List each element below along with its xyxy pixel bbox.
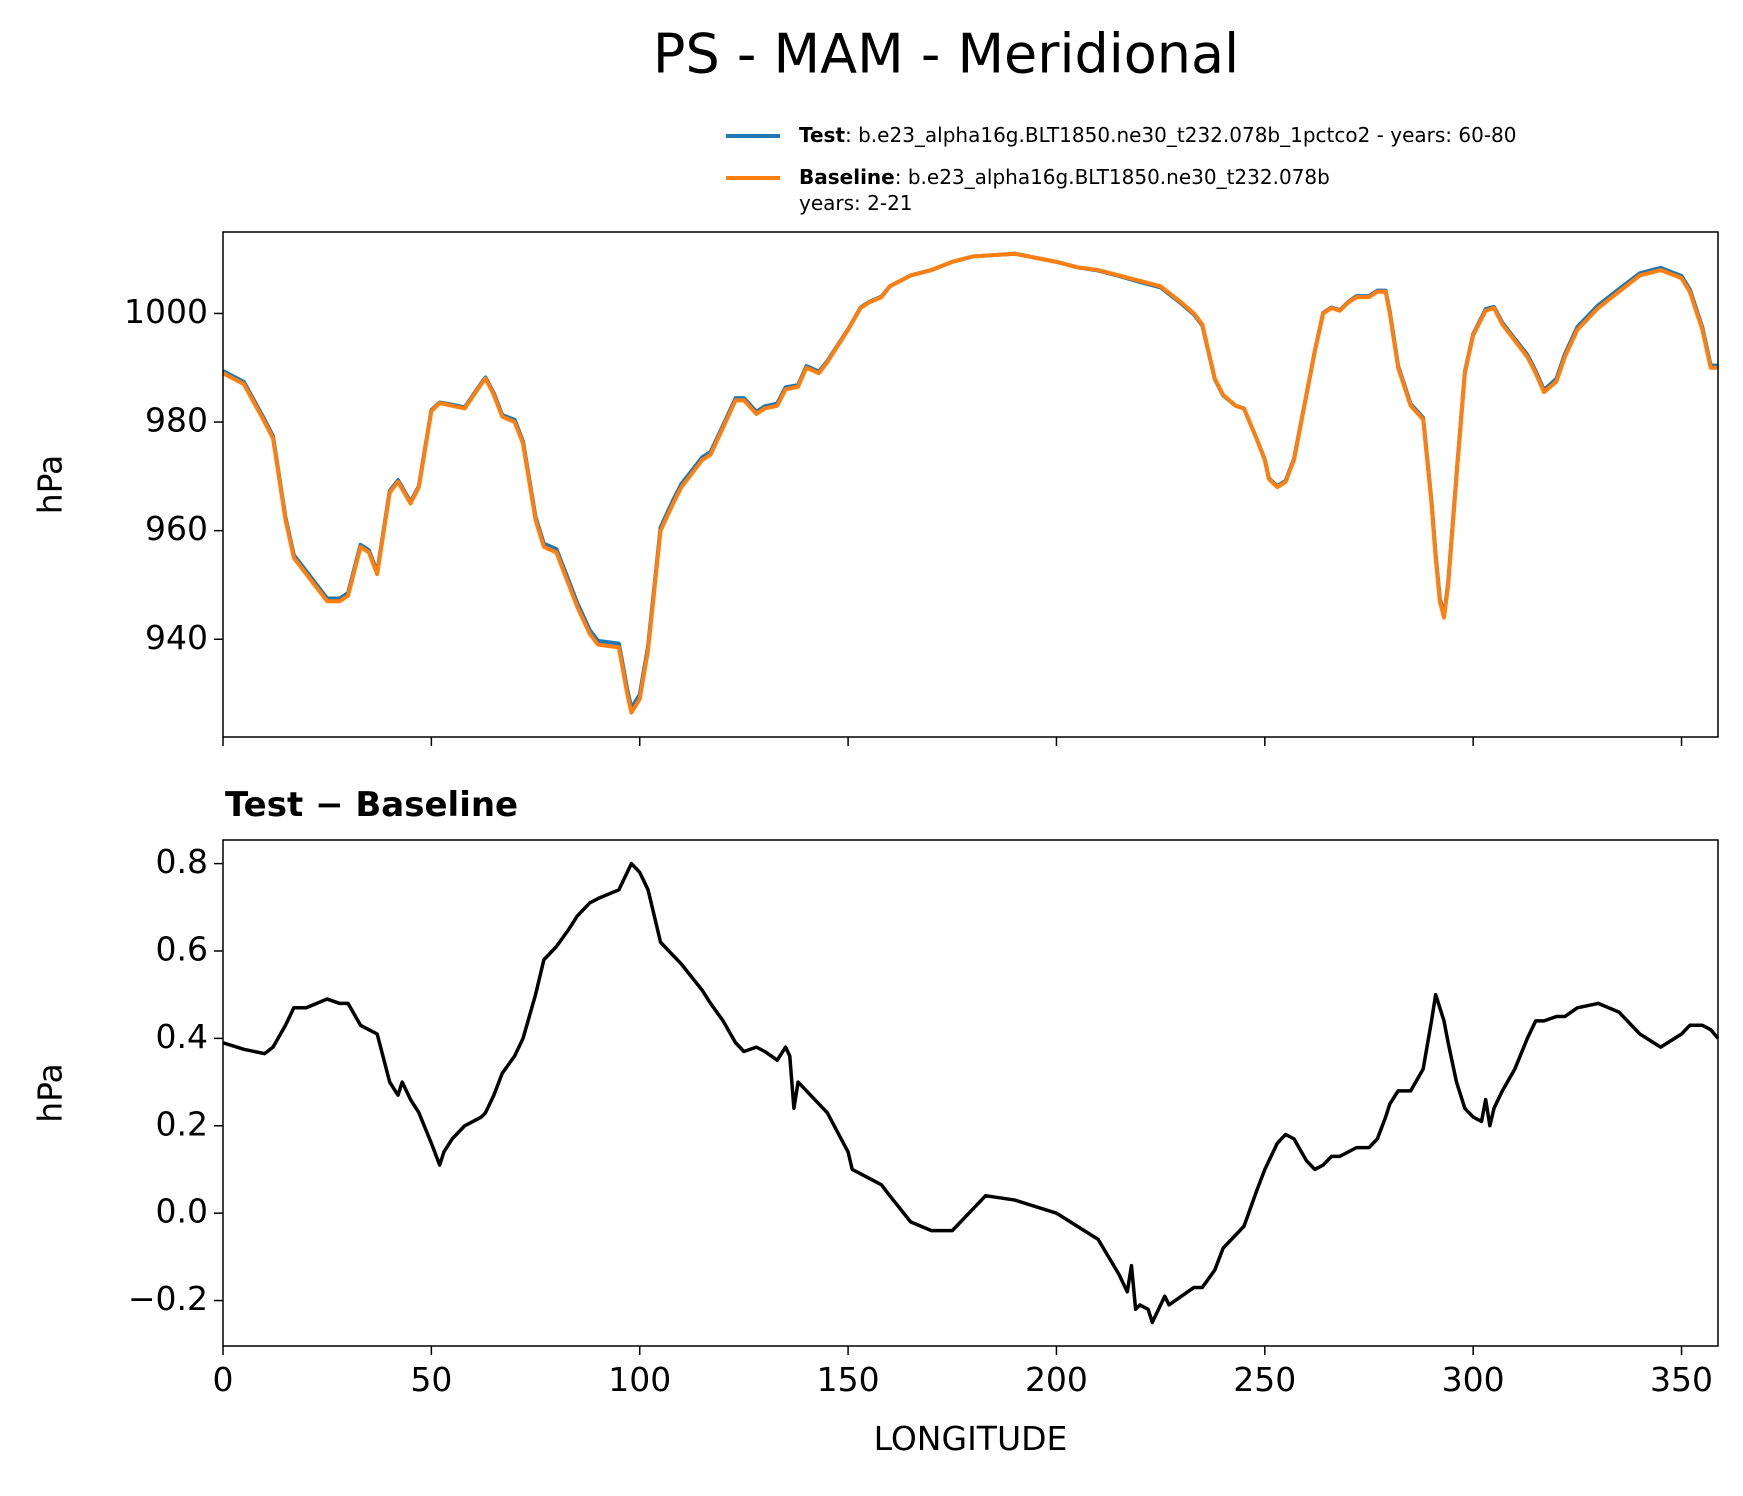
x-tick-label: 100 [608, 1360, 671, 1399]
legend-label: Baseline: b.e23_alpha16g.BLT1850.ne30_t2… [799, 165, 1330, 189]
legend-text: : b.e23_alpha16g.BLT1850.ne30_t232.078b_… [845, 123, 1517, 147]
legend-text: : b.e23_alpha16g.BLT1850.ne30_t232.078b [895, 165, 1330, 189]
y-tick-label: 1000 [124, 292, 208, 331]
x-tick-label: 350 [1650, 1360, 1713, 1399]
legend-label: years: 2-21 [799, 191, 913, 215]
x-tick-label: 50 [410, 1360, 452, 1399]
legend-text: years: 2-21 [799, 191, 913, 215]
x-tick-label: 150 [817, 1360, 880, 1399]
y-tick-label: 0.8 [156, 842, 208, 881]
y-tick-label: 0.2 [156, 1104, 208, 1143]
y-axis-label: hPa [31, 1063, 70, 1123]
x-tick-label: 300 [1442, 1360, 1505, 1399]
legend-name: Baseline [799, 165, 895, 189]
series-line [222, 251, 1718, 715]
y-tick-label: 940 [145, 618, 208, 657]
y-tick-label: 980 [145, 401, 208, 440]
y-tick-label: 0.4 [156, 1017, 208, 1056]
series-line [222, 251, 1718, 711]
figure-title: PS - MAM - Meridional [653, 23, 1239, 86]
axes-frame [222, 839, 1719, 1347]
x-tick-label: 250 [1233, 1360, 1296, 1399]
y-tick-label: 0.0 [156, 1192, 208, 1231]
axes-title: Test − Baseline [225, 785, 518, 825]
legend-name: Test [799, 123, 845, 147]
x-tick-label: 0 [213, 1360, 234, 1399]
y-tick-label: 960 [145, 509, 208, 548]
axes-frame [222, 231, 1719, 738]
x-tick-label: 200 [1025, 1360, 1088, 1399]
y-tick-label: −0.2 [128, 1279, 208, 1318]
y-axis-label: hPa [31, 455, 70, 515]
x-axis-label: LONGITUDE [874, 1419, 1068, 1458]
legend-label: Test: b.e23_alpha16g.BLT1850.ne30_t232.0… [799, 123, 1517, 147]
series-line [222, 861, 1720, 1325]
y-tick-label: 0.6 [156, 929, 208, 968]
